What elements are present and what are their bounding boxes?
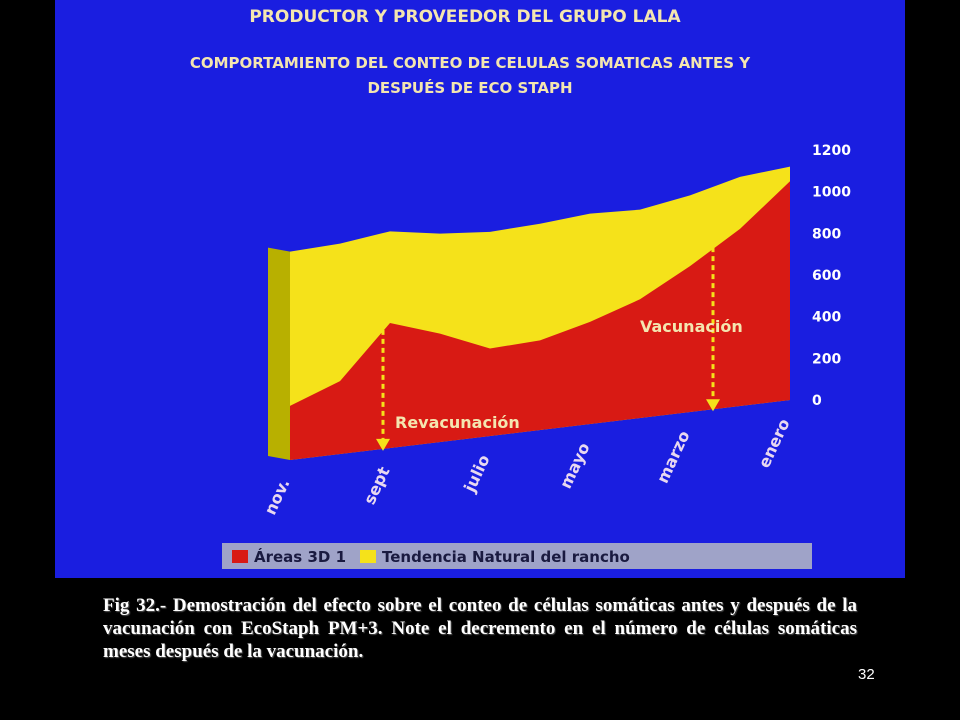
arrow-head — [376, 438, 390, 451]
y-tick-label: 1000 — [812, 185, 851, 201]
y-tick-label: 200 — [812, 351, 841, 367]
legend-swatch — [232, 550, 248, 563]
annotation: Vacunación — [640, 317, 743, 336]
page-number: 32 — [858, 666, 875, 683]
area — [290, 181, 790, 460]
chart-title: PRODUCTOR Y PROVEEDOR DEL GRUPO LALA — [249, 7, 681, 27]
annotation: Revacunación — [395, 413, 520, 432]
legend-swatch — [360, 550, 376, 563]
arrow-head — [706, 399, 720, 412]
legend-label: Áreas 3D 1 — [254, 547, 346, 566]
y-tick-label: 400 — [812, 310, 841, 326]
y-tick-label: 800 — [812, 226, 841, 242]
side-face — [268, 247, 290, 460]
legend-label: Tendencia Natural del rancho — [382, 548, 630, 566]
y-tick-label: 1200 — [812, 143, 851, 159]
chart-subtitle: DESPUÉS DE ECO STAPH — [367, 78, 572, 97]
y-tick-label: 0 — [812, 393, 822, 409]
y-tick-label: 600 — [812, 268, 841, 284]
chart: PRODUCTOR Y PROVEEDOR DEL GRUPO LALA COM… — [55, 0, 905, 578]
chart-subtitle: COMPORTAMIENTO DEL CONTEO DE CELULAS SOM… — [190, 54, 751, 72]
legend-box — [222, 543, 812, 569]
caption: Fig 32.- Demostración del efecto sobre e… — [103, 595, 857, 662]
